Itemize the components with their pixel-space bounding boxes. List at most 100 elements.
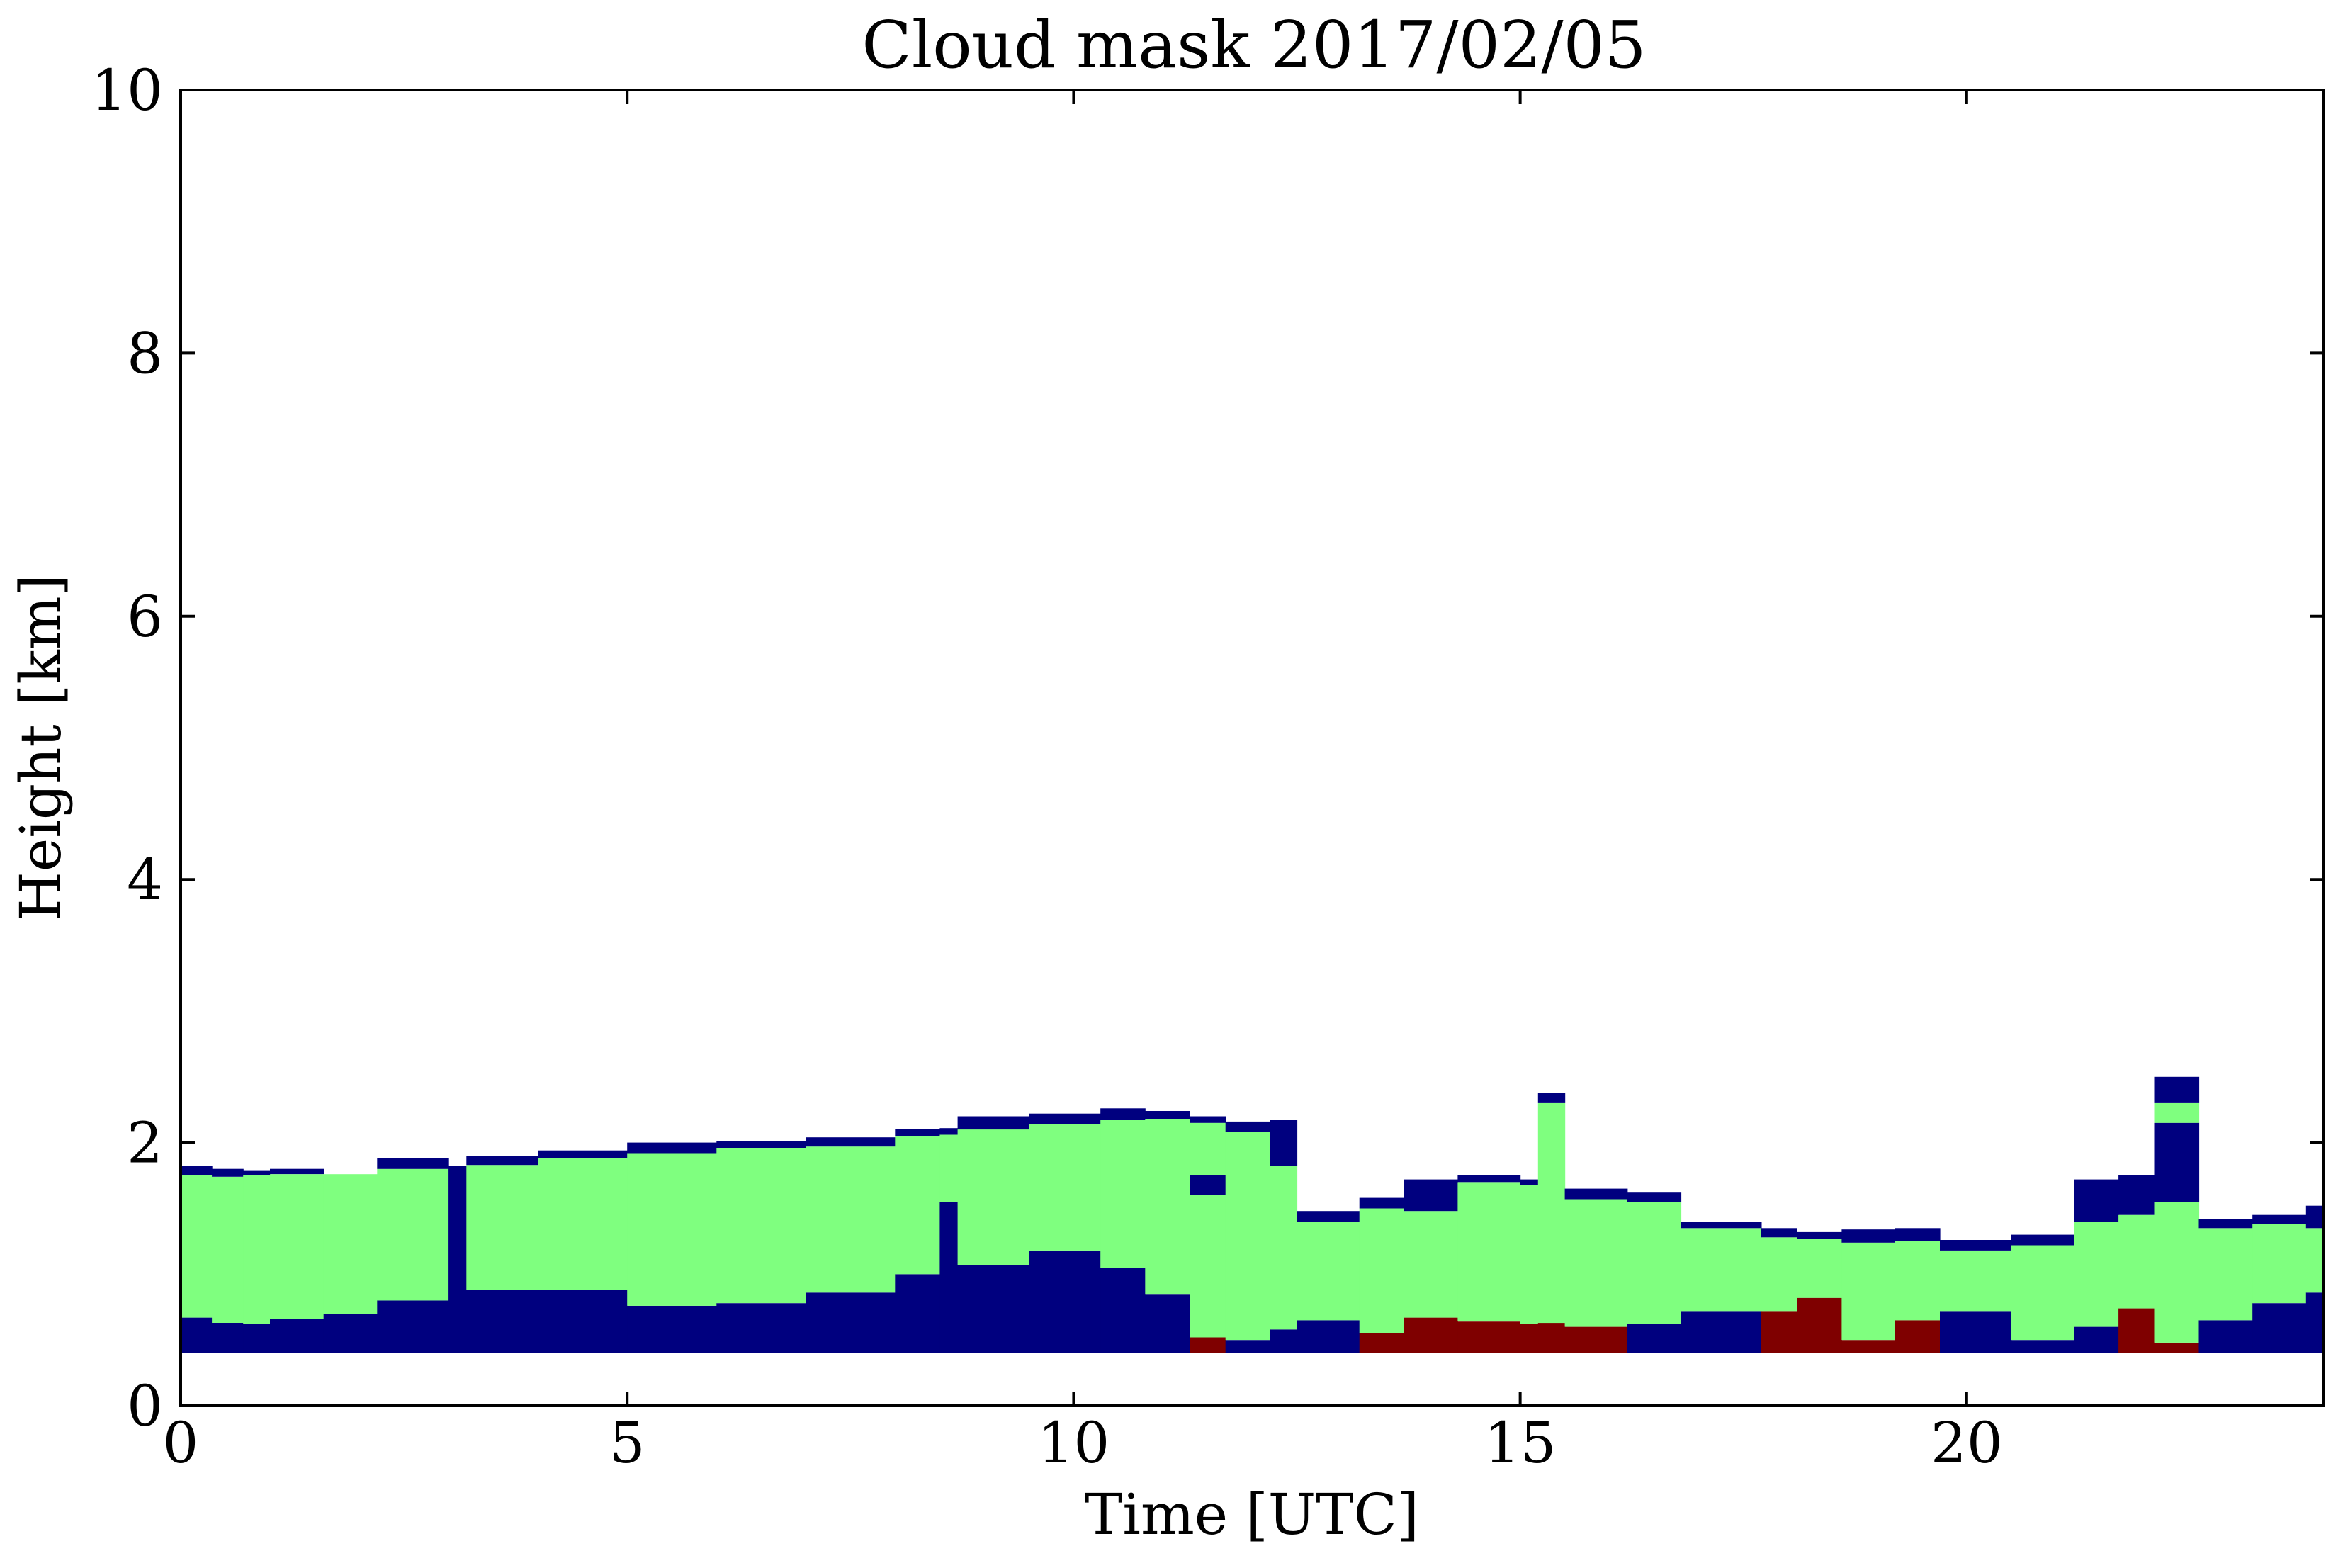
plot-frame [179, 89, 2325, 1407]
mask-cell-navy-8-0 [538, 1290, 628, 1353]
mask-cell-navy-12-2 [895, 1129, 940, 1136]
mask-cell-navy-13-0 [939, 1202, 959, 1353]
mask-cell-green-38-3 [2154, 1102, 2200, 1123]
mask-cell-navy-3-0 [270, 1319, 324, 1353]
mask-cell-navy-2-2 [243, 1170, 271, 1175]
mask-cell-navy-11-0 [806, 1292, 896, 1353]
mask-cell-darkred-22-0 [1359, 1333, 1405, 1353]
mask-cell-darkred-31-0 [1797, 1297, 1842, 1353]
mask-cell-green-26-1 [1537, 1162, 1566, 1324]
mask-cell-darkred-24-0 [1457, 1321, 1521, 1353]
y-tick-label-0: 0 [127, 1373, 163, 1439]
mask-cell-navy-40-0 [2252, 1303, 2307, 1353]
mask-cell-navy-32-2 [1841, 1229, 1896, 1243]
mask-cell-navy-41-0 [2305, 1292, 2325, 1353]
x-tick-label-10: 10 [1038, 1410, 1110, 1476]
mask-cell-green-28-1 [1627, 1202, 1682, 1324]
mask-cell-navy-0-0 [181, 1317, 213, 1353]
mask-cell-navy-16-0 [1100, 1268, 1146, 1353]
mask-cell-darkred-32-0 [1841, 1340, 1896, 1353]
mask-cell-green-1-1 [212, 1176, 244, 1323]
mask-cell-green-19-1 [1225, 1132, 1271, 1341]
mask-cell-navy-33-2 [1895, 1228, 1941, 1241]
mask-cell-green-4-1 [323, 1174, 378, 1314]
mask-cell-green-35-1 [2011, 1245, 2074, 1341]
mask-cell-navy-34-0 [1940, 1311, 2012, 1353]
y-tick-label-8: 8 [127, 320, 163, 386]
mask-cell-navy-38-4 [2154, 1076, 2200, 1103]
mask-cell-green-13-1 [939, 1134, 959, 1202]
mask-cell-darkred-26-0 [1537, 1323, 1566, 1353]
y-tick-label-4: 4 [127, 847, 163, 913]
mask-cell-green-38-1 [2154, 1202, 2200, 1343]
mask-cell-navy-19-2 [1225, 1121, 1271, 1132]
mask-cell-green-27-1 [1564, 1199, 1628, 1327]
mask-cell-navy-38-2 [2154, 1122, 2200, 1202]
mask-cell-green-18-3 [1190, 1122, 1226, 1175]
mask-cell-navy-19-0 [1225, 1340, 1271, 1353]
x-tick-label-20: 20 [1931, 1410, 2003, 1476]
mask-cell-navy-30-2 [1761, 1228, 1797, 1238]
mask-cell-darkred-33-0 [1895, 1320, 1941, 1353]
mask-cell-green-2-1 [243, 1175, 271, 1324]
mask-cell-navy-28-0 [1627, 1324, 1682, 1353]
mask-cell-green-30-1 [1761, 1237, 1797, 1312]
mask-cell-navy-5-0 [377, 1300, 449, 1353]
mask-cell-navy-21-0 [1297, 1320, 1360, 1353]
y-axis-label: Height [km] [8, 574, 74, 921]
mask-cell-navy-27-2 [1564, 1188, 1628, 1200]
mask-cell-navy-3-2 [270, 1168, 324, 1175]
mask-cell-green-5-1 [377, 1168, 449, 1301]
mask-cell-green-37-1 [2118, 1214, 2155, 1309]
mask-cell-navy-1-0 [212, 1323, 244, 1353]
mask-cell-green-29-1 [1681, 1228, 1762, 1312]
mask-cell-green-18-1 [1190, 1195, 1226, 1338]
mask-cell-green-7-1 [466, 1165, 538, 1290]
mask-cell-green-20-1 [1270, 1166, 1298, 1330]
mask-cell-navy-15-2 [1029, 1113, 1101, 1124]
mask-cell-green-21-1 [1297, 1222, 1360, 1321]
mask-cell-navy-1-2 [212, 1168, 244, 1177]
mask-cell-navy-24-2 [1457, 1175, 1521, 1183]
mask-cell-green-36-1 [2074, 1222, 2119, 1327]
mask-cell-green-15-1 [1029, 1124, 1101, 1251]
mask-cell-green-14-1 [957, 1129, 1029, 1265]
y-tick-label-6: 6 [127, 584, 163, 650]
mask-cell-navy-10-2 [716, 1141, 806, 1148]
mask-cell-green-17-1 [1145, 1119, 1190, 1295]
mask-cell-navy-8-2 [538, 1150, 628, 1158]
mask-cell-navy-35-2 [2011, 1234, 2074, 1246]
cloud-mask-cells [181, 1076, 2325, 1353]
x-tick-label-5: 5 [609, 1410, 645, 1476]
mask-cell-navy-6-0 [448, 1166, 467, 1353]
mask-cell-navy-12-0 [895, 1274, 940, 1353]
mask-cell-navy-22-2 [1359, 1197, 1405, 1209]
mask-cell-navy-0-2 [181, 1166, 213, 1175]
mask-cell-navy-17-0 [1145, 1294, 1190, 1353]
y-tick-label-10: 10 [91, 57, 163, 123]
mask-cell-green-39-1 [2198, 1228, 2253, 1321]
mask-cell-green-11-1 [806, 1146, 896, 1293]
mask-cell-navy-7-2 [466, 1156, 538, 1166]
mask-cell-green-24-1 [1457, 1182, 1521, 1322]
mask-cell-green-10-1 [716, 1148, 806, 1304]
mask-cell-green-22-1 [1359, 1208, 1405, 1333]
mask-cell-navy-9-2 [627, 1142, 717, 1154]
mask-cell-navy-23-2 [1404, 1179, 1458, 1212]
mask-cell-green-40-1 [2252, 1224, 2307, 1304]
mask-cell-navy-21-2 [1297, 1211, 1360, 1222]
mask-cell-green-23-1 [1404, 1211, 1458, 1318]
mask-cell-navy-40-2 [2252, 1214, 2307, 1224]
mask-cell-green-31-1 [1797, 1239, 1842, 1298]
mask-cell-green-0-1 [181, 1175, 213, 1318]
mask-cell-navy-14-0 [957, 1265, 1029, 1353]
x-tick-label-15: 15 [1484, 1410, 1557, 1476]
mask-cell-navy-36-2 [2074, 1179, 2119, 1222]
mask-cell-navy-35-0 [2011, 1340, 2074, 1353]
y-axis: 0 2 4 6 8 10 [91, 57, 2324, 1439]
mask-cell-navy-10-0 [716, 1303, 806, 1353]
mask-cell-darkred-23-0 [1404, 1317, 1458, 1353]
mask-cell-green-25-1 [1520, 1185, 1539, 1324]
mask-cell-navy-29-0 [1681, 1311, 1762, 1353]
mask-cell-green-8-1 [538, 1158, 628, 1290]
